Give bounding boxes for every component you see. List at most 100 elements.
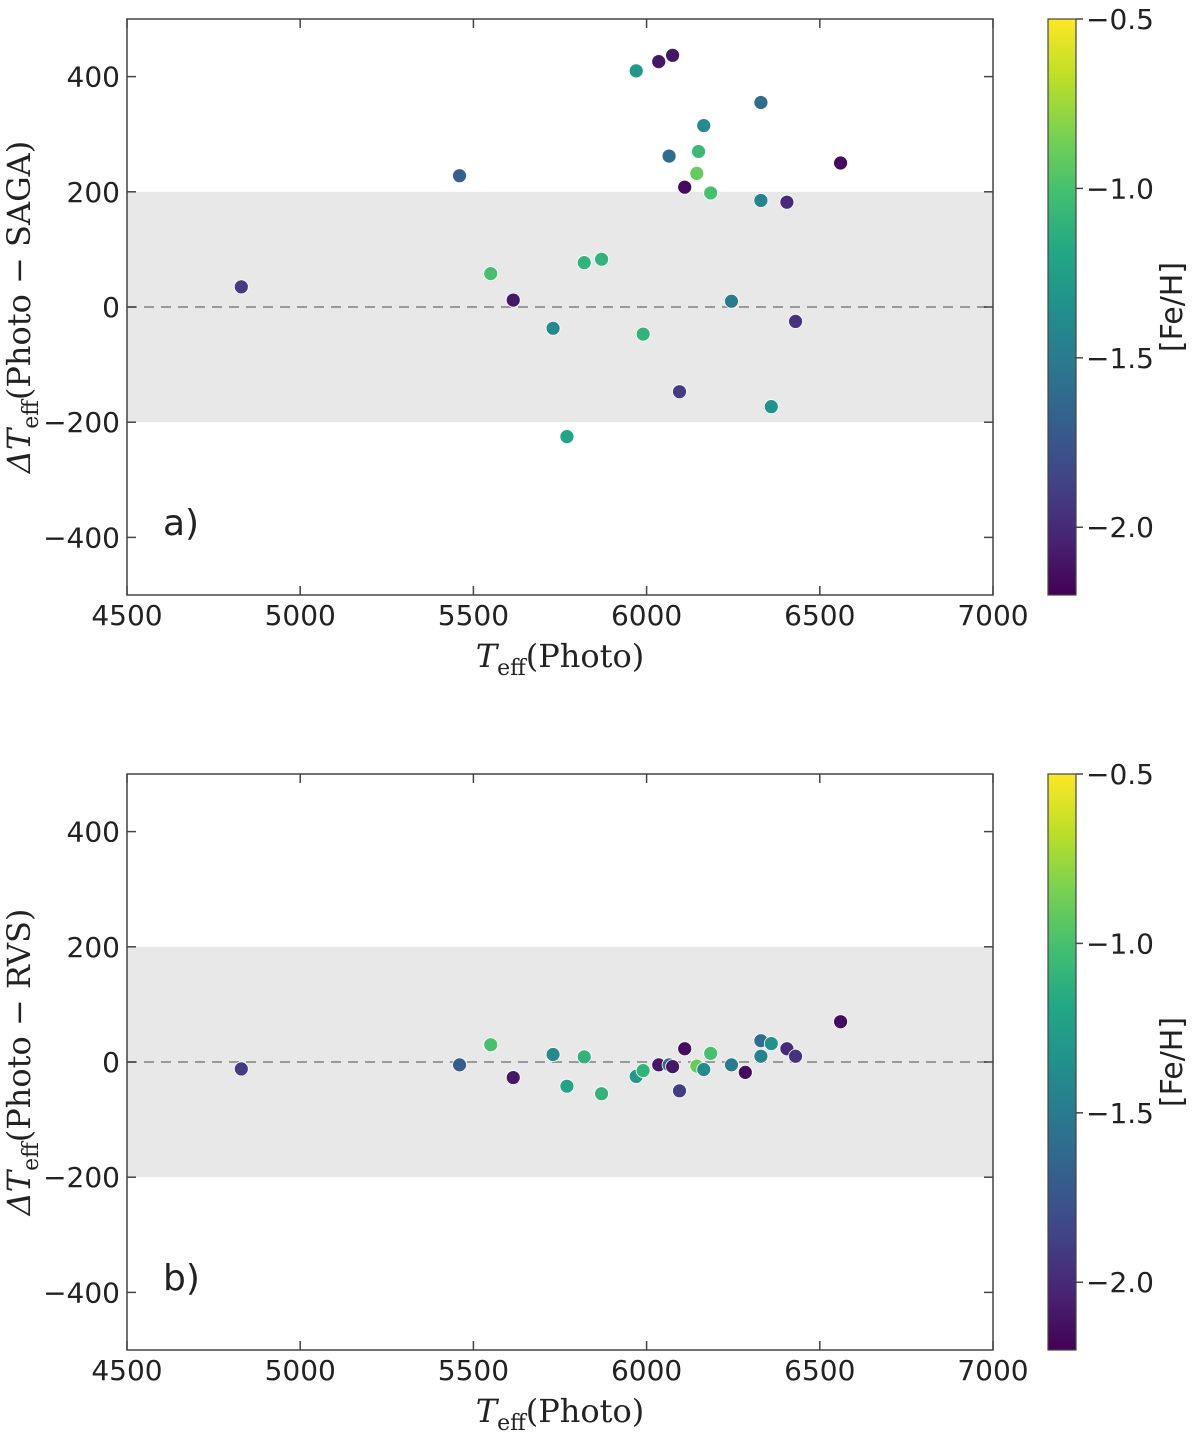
colorbar-label: [Fe/H]: [1155, 262, 1190, 352]
data-point: [753, 193, 769, 208]
data-point: [505, 292, 521, 308]
panel-a: 4500 5000 5500 6000 6500 7000 −400 −200 0 200 400 T…: [0, 3, 1190, 681]
y-tick-label: 400: [67, 61, 120, 94]
colorbar-tick-label: −0.5: [1086, 3, 1154, 36]
x-label-sub: eff: [497, 1411, 527, 1435]
data-point: [672, 1083, 687, 1099]
panel-label: b): [163, 1258, 200, 1299]
data-point: [696, 118, 712, 133]
colorbar-tick-label: −1.0: [1086, 927, 1154, 960]
x-tick-label: 4500: [91, 1354, 162, 1387]
data-point: [635, 326, 651, 342]
data-point: [594, 251, 609, 267]
x-tick-label: 4500: [91, 599, 162, 632]
data-point: [594, 1086, 609, 1102]
data-point: [788, 1048, 803, 1064]
y-label-rest: (Photo − SAGA): [0, 141, 38, 400]
x-tick-label: 7000: [957, 599, 1028, 632]
data-point: [452, 1057, 467, 1073]
y-tick-label: 0: [102, 1046, 120, 1079]
x-tick-label: 5000: [265, 599, 336, 632]
data-point: [737, 1064, 753, 1080]
y-label-sub: eff: [19, 399, 44, 429]
x-label-sub: eff: [497, 656, 527, 681]
colorbar: [1047, 18, 1077, 596]
data-point: [452, 168, 467, 184]
data-point: [788, 313, 803, 329]
x-label-main: T: [476, 1392, 500, 1430]
data-point: [545, 320, 561, 336]
panel-b: 4500 5000 5500 6000 6500 7000 −400 −200 0 200 400 T…: [0, 758, 1190, 1435]
data-point: [677, 179, 693, 195]
data-point: [576, 1049, 592, 1065]
y-tick-label: −400: [43, 1276, 120, 1309]
y-axis-label: ΔTeff(Photo − SAGA): [0, 141, 44, 475]
colorbar-tick-label: −0.5: [1086, 758, 1154, 791]
data-point: [635, 1063, 651, 1079]
data-point: [696, 1062, 712, 1077]
x-axis-label: Teff(Photo): [476, 1392, 645, 1435]
data-point: [576, 255, 592, 271]
data-point: [505, 1070, 521, 1085]
data-point: [665, 1059, 680, 1075]
data-point: [724, 1057, 739, 1073]
data-point: [763, 1036, 779, 1051]
x-tick-label: 5500: [438, 599, 509, 632]
data-point: [483, 1037, 499, 1053]
x-label-rest: (Photo): [526, 637, 645, 675]
y-axis-label: ΔTeff(Photo − RVS): [0, 909, 44, 1218]
data-point: [753, 95, 769, 110]
colorbar-tick-label: −2.0: [1086, 511, 1154, 544]
data-point: [628, 63, 644, 79]
x-tick-label: 7000: [957, 1354, 1028, 1387]
data-point: [651, 54, 667, 70]
y-tick-label: 200: [67, 931, 120, 964]
colorbar-tick-label: −1.5: [1086, 1097, 1154, 1130]
y-tick-label: −200: [43, 406, 120, 439]
data-point: [763, 399, 779, 415]
x-tick-label: 6500: [784, 1354, 855, 1387]
data-point: [559, 1078, 575, 1094]
colorbar-tick-label: −2.0: [1086, 1266, 1154, 1299]
data-point: [779, 194, 795, 210]
x-tick-label: 6500: [784, 599, 855, 632]
data-point: [703, 1045, 719, 1061]
data-point: [724, 293, 739, 309]
y-label-rest: (Photo − RVS): [0, 909, 38, 1143]
x-axis-label: Teff(Photo): [476, 637, 645, 681]
x-tick-label: 6000: [611, 599, 682, 632]
data-point: [483, 266, 499, 281]
x-label-rest: (Photo): [526, 1392, 645, 1430]
data-point: [545, 1047, 561, 1062]
x-tick-label: 6000: [611, 1354, 682, 1387]
y-tick-label: 0: [102, 291, 120, 324]
colorbar: [1047, 773, 1077, 1351]
data-point: [661, 148, 677, 164]
panel-label: a): [163, 503, 199, 544]
data-point: [691, 144, 706, 159]
colorbar-label: [Fe/H]: [1155, 1017, 1190, 1107]
y-tick-label: −400: [43, 521, 120, 554]
data-point: [753, 1048, 769, 1064]
data-point: [703, 185, 719, 201]
y-label-sub: eff: [19, 1141, 44, 1171]
data-point: [233, 1061, 249, 1077]
x-tick-label: 5000: [265, 1354, 336, 1387]
x-tick-label: 5500: [438, 1354, 509, 1387]
data-point: [233, 279, 249, 295]
y-tick-label: 200: [67, 176, 120, 209]
y-tick-label: −200: [43, 1161, 120, 1194]
data-point: [672, 384, 687, 400]
x-label-main: T: [476, 637, 500, 675]
data-point: [689, 165, 705, 181]
y-label-main: ΔT: [0, 426, 38, 475]
data-point: [833, 155, 848, 171]
y-tick-label: 400: [67, 816, 120, 849]
colorbar-tick-label: −1.0: [1086, 172, 1154, 205]
y-label-main: ΔT: [0, 1168, 38, 1217]
colorbar-tick-label: −1.5: [1086, 342, 1154, 375]
data-point: [665, 47, 680, 63]
data-point: [559, 429, 575, 445]
data-point: [833, 1014, 848, 1030]
